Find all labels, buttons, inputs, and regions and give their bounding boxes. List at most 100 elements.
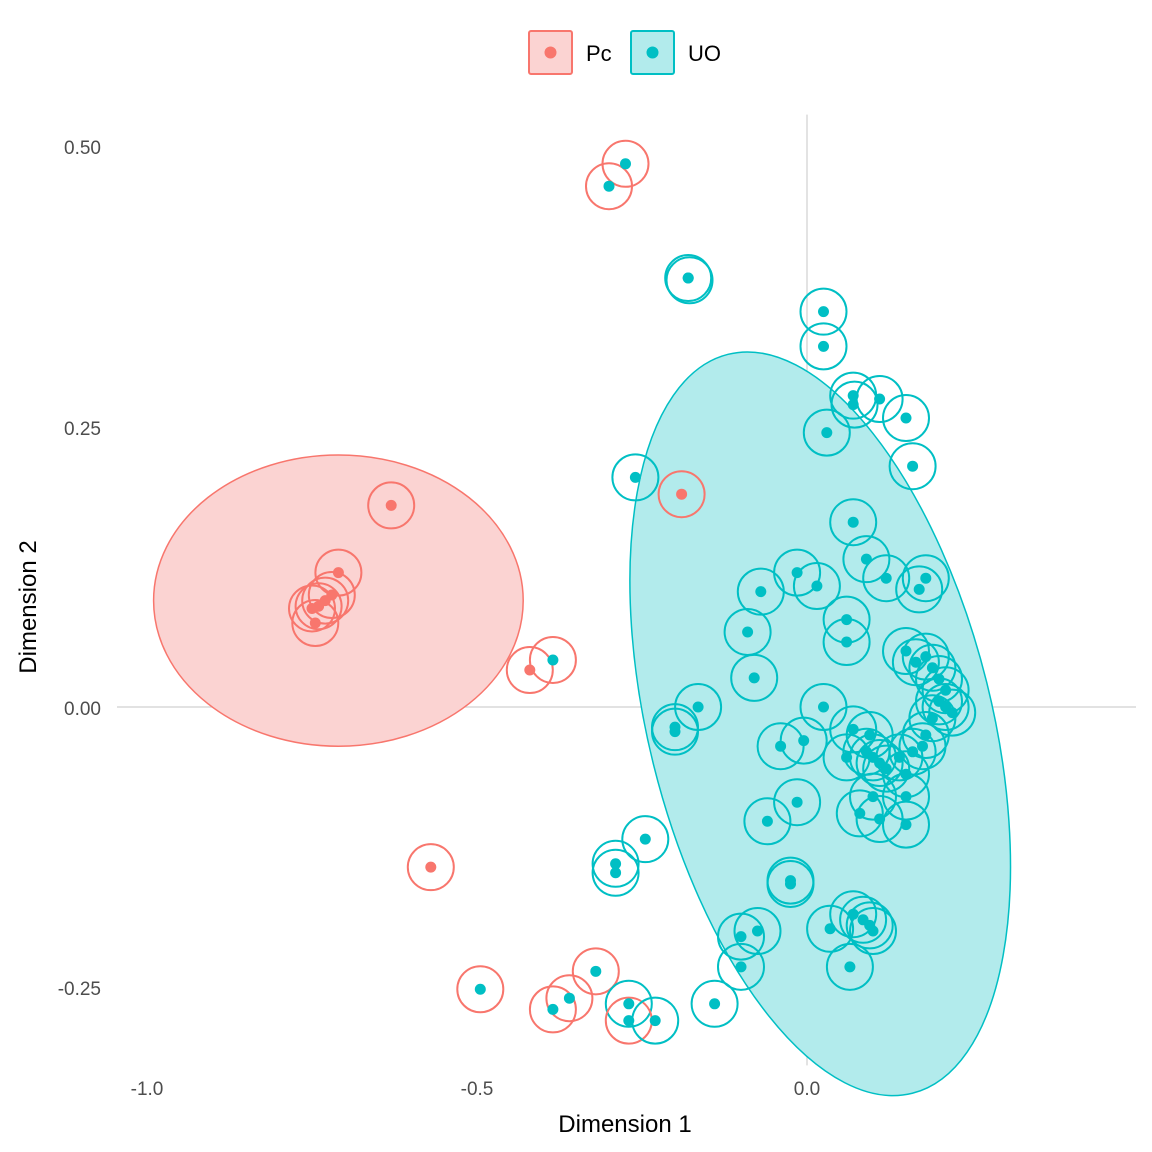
point-ring-uo: [835, 789, 884, 838]
data-point-uo: [742, 626, 754, 638]
data-point-uo: [847, 723, 859, 735]
y-tick-label: -0.25: [58, 979, 101, 1000]
point-ring-uo: [901, 711, 950, 759]
point-ring-uo: [806, 904, 855, 953]
data-point-uo: [791, 796, 803, 808]
point-ring-uo: [664, 254, 713, 303]
data-point-uo: [811, 580, 823, 592]
point-ring-uo: [690, 979, 739, 1028]
point-ring-uo: [921, 666, 970, 715]
point-ring-uo: [779, 716, 828, 765]
data-point-uo: [946, 707, 958, 719]
data-point-uo: [913, 583, 925, 595]
point-ring-uo: [730, 653, 779, 702]
data-point-uo: [692, 701, 704, 713]
x-tick-label: 0.0: [794, 1079, 820, 1100]
point-ring-uo: [888, 442, 937, 491]
data-point-uo: [629, 471, 641, 483]
x-axis: -1.0 -0.5 0.0 Dimension 1: [131, 1079, 821, 1138]
point-ring-uo: [891, 638, 940, 687]
point-ring-uo: [849, 907, 897, 955]
x-tick-label: -0.5: [461, 1079, 494, 1100]
point-ring-uo: [825, 942, 874, 991]
data-point-uo: [603, 180, 615, 192]
point-ring-pc: [505, 646, 554, 695]
point-ring-uo: [736, 567, 785, 616]
data-point-uo: [841, 751, 853, 763]
data-point-uo: [910, 656, 922, 668]
data-point-uo: [874, 813, 886, 825]
point-ring-uo: [921, 683, 970, 731]
data-point-uo: [798, 735, 810, 747]
point-ring-uo: [882, 627, 930, 675]
data-point-uo: [864, 729, 876, 741]
point-ring-uo: [591, 839, 640, 888]
point-ring-uo: [862, 554, 911, 603]
point-ring-uo: [621, 815, 670, 864]
data-point-pc: [425, 861, 437, 873]
data-point-uo: [900, 768, 912, 780]
data-point-uo: [900, 791, 912, 803]
point-ring-uo: [882, 394, 930, 443]
data-point-uo: [907, 746, 919, 758]
legend-dot-pc: [544, 46, 557, 59]
point-ring-pc: [406, 843, 455, 892]
data-point-uo: [610, 858, 622, 870]
data-point-uo: [920, 651, 932, 663]
point-ring-pc: [657, 470, 706, 519]
point-ring-uo: [756, 722, 805, 771]
point-ring-uo: [773, 778, 822, 827]
data-point-uo: [907, 460, 919, 472]
data-point-uo: [761, 815, 773, 827]
data-point-uo: [748, 672, 760, 684]
data-point-uo: [847, 390, 859, 402]
point-ring-uo: [839, 895, 888, 944]
data-point-uo: [847, 908, 859, 920]
data-point-uo: [841, 636, 853, 648]
data-point-uo: [926, 712, 938, 724]
data-point-pc: [332, 567, 344, 579]
point-ring-uo: [585, 162, 633, 211]
point-ring-pc: [291, 599, 340, 647]
data-point-uo: [880, 763, 892, 775]
data-point-uo: [900, 645, 912, 657]
data-point-uo: [874, 393, 886, 405]
point-ring-pc: [301, 576, 350, 625]
point-ring-uo: [829, 890, 878, 939]
point-ring-uo: [651, 707, 699, 756]
point-ring-uo: [743, 797, 792, 846]
point-ring-uo: [545, 974, 594, 1023]
plot-area: [117, 114, 1136, 1097]
data-point-uo: [709, 998, 721, 1010]
point-ring-uo: [528, 985, 577, 1034]
data-point-uo: [649, 1015, 661, 1027]
point-ring-uo: [604, 979, 653, 1028]
point-ring-uo: [571, 947, 620, 996]
point-ring-uo: [611, 453, 660, 502]
x-tick-label: -1.0: [131, 1079, 164, 1100]
point-ring-uo: [845, 901, 894, 950]
y-tick-label: 0.25: [64, 419, 101, 440]
data-point-pc: [306, 602, 318, 614]
y-axis-title: Dimension 2: [15, 540, 42, 673]
point-ring-uo: [456, 965, 505, 1014]
data-point-uo: [735, 931, 747, 943]
point-ring-uo: [830, 380, 879, 429]
point-ring-uo: [665, 256, 714, 305]
data-point-uo: [623, 1015, 635, 1027]
point-ring-uo: [862, 744, 911, 793]
data-point-uo: [682, 272, 694, 284]
x-axis-title: Dimension 1: [558, 1111, 691, 1138]
y-tick-label: 0.00: [64, 699, 101, 720]
data-point-uo: [900, 819, 912, 831]
data-point-uo: [755, 586, 767, 598]
data-point-uo: [590, 965, 602, 977]
data-point-uo: [841, 614, 853, 626]
point-ring-uo: [792, 562, 841, 611]
point-ring-uo: [591, 848, 640, 897]
data-point-uo: [940, 684, 952, 696]
point-ring-uo: [829, 498, 878, 547]
data-point-uo: [824, 923, 836, 935]
data-point-uo: [821, 427, 833, 439]
